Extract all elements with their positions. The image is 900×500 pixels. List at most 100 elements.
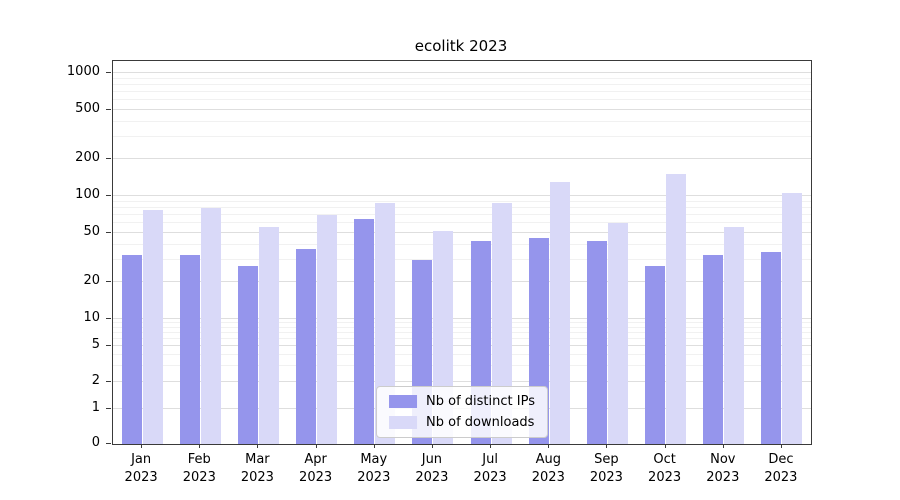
y-tick-mark (106, 195, 111, 196)
y-tick-mark (106, 72, 111, 73)
x-tick-mark (490, 444, 492, 448)
y-tick-label: 1000 (66, 64, 100, 79)
gridline-minor (113, 353, 811, 355)
bar-distinct-ips (179, 255, 200, 444)
x-tick-mark (664, 444, 666, 448)
bar-downloads (375, 202, 396, 444)
gridline-minor (113, 200, 811, 202)
bar-distinct-ips (121, 255, 142, 444)
legend-entry-downloads: Nb of downloads (389, 415, 535, 430)
y-tick-mark (106, 158, 111, 159)
x-tick-mark (315, 444, 317, 448)
bar-downloads (200, 207, 221, 444)
gridline-minor (113, 331, 811, 333)
x-tick-mark (606, 444, 608, 448)
x-tick-label: Apr 2023 (299, 452, 333, 485)
x-tick-mark (722, 444, 724, 448)
gridline-minor (113, 222, 811, 224)
chart-title: ecolitk 2023 (414, 37, 508, 55)
plot-area: Nb of distinct IPs Nb of downloads (112, 60, 812, 445)
gridline-minor (113, 326, 811, 328)
bar-downloads (549, 182, 570, 444)
legend-label: Nb of downloads (426, 415, 535, 430)
x-tick-label: Sep 2023 (589, 452, 623, 485)
bar-downloads (258, 227, 279, 444)
x-tick-mark (431, 444, 433, 448)
bar-downloads (724, 227, 745, 444)
gridline-major (113, 318, 811, 319)
y-tick-mark (106, 232, 111, 233)
gridline-minor (113, 365, 811, 367)
x-tick-mark (548, 444, 550, 448)
y-tick-label: 200 (75, 150, 100, 165)
y-tick-label: 0 (91, 435, 100, 450)
gridline-minor (113, 83, 811, 85)
bar-distinct-ips (761, 252, 782, 444)
gridline-major (113, 158, 811, 159)
x-tick-label: Nov 2023 (706, 452, 740, 485)
y-tick-label: 5 (91, 337, 100, 353)
gridline-minor (113, 120, 811, 122)
x-tick-label: May 2023 (357, 452, 391, 485)
gridline-major (113, 109, 811, 110)
bar-distinct-ips (354, 219, 375, 444)
y-tick-label: 500 (75, 101, 100, 116)
x-tick-label: Dec 2023 (764, 452, 798, 485)
gridline-minor (113, 77, 811, 79)
gridline-minor (113, 136, 811, 138)
bar-downloads (666, 174, 687, 444)
x-tick-mark (257, 444, 259, 448)
bar-distinct-ips (645, 265, 666, 444)
x-tick-label: Jan 2023 (124, 452, 158, 485)
bar-downloads (607, 223, 628, 444)
legend-swatch-icon (389, 395, 418, 408)
y-tick-mark (106, 345, 111, 347)
bar-downloads (142, 210, 163, 444)
gridline-major (113, 232, 811, 233)
bar-downloads (782, 193, 803, 444)
bar-distinct-ips (703, 255, 724, 444)
x-tick-mark (141, 444, 143, 448)
x-tick-label: Jun 2023 (415, 452, 449, 485)
gridline-minor (113, 214, 811, 216)
x-tick-label: Oct 2023 (648, 452, 682, 485)
gridline-major (113, 345, 811, 347)
x-tick-label: Aug 2023 (531, 452, 565, 485)
gridline-major (113, 380, 811, 382)
bar-distinct-ips (296, 249, 317, 444)
y-tick-label: 10 (83, 310, 100, 325)
y-tick-mark (106, 318, 111, 319)
y-tick-label: 100 (75, 187, 100, 202)
y-tick-mark (106, 443, 111, 444)
y-tick-label: 50 (83, 224, 100, 239)
bar-downloads (491, 202, 512, 444)
bar-downloads (317, 215, 338, 444)
gridline-minor (113, 99, 811, 101)
gridline-major (113, 72, 811, 73)
bar-distinct-ips (237, 265, 258, 444)
gridline-minor (113, 338, 811, 339)
legend-swatch-icon (389, 416, 418, 429)
legend-label: Nb of distinct IPs (426, 394, 535, 409)
x-tick-label: Jul 2023 (473, 452, 507, 485)
gridline-minor (113, 206, 811, 208)
x-tick-label: Feb 2023 (182, 452, 216, 485)
y-tick-mark (106, 408, 111, 409)
x-tick-mark (373, 444, 375, 448)
y-tick-mark (106, 109, 111, 110)
x-tick-mark (780, 444, 782, 448)
x-tick-mark (199, 444, 201, 448)
gridline-major (113, 195, 811, 196)
y-tick-mark (106, 380, 111, 382)
legend-entry-distinct-ips: Nb of distinct IPs (389, 394, 535, 409)
gridline-minor (113, 322, 811, 324)
gridline-minor (113, 259, 811, 261)
gridline-minor (113, 91, 811, 93)
legend: Nb of distinct IPs Nb of downloads (376, 386, 548, 438)
y-tick-label: 2 (91, 372, 100, 388)
y-tick-label: 1 (91, 400, 100, 415)
y-tick-mark (106, 281, 111, 282)
gridline-major (113, 281, 811, 282)
y-tick-label: 20 (83, 273, 100, 288)
